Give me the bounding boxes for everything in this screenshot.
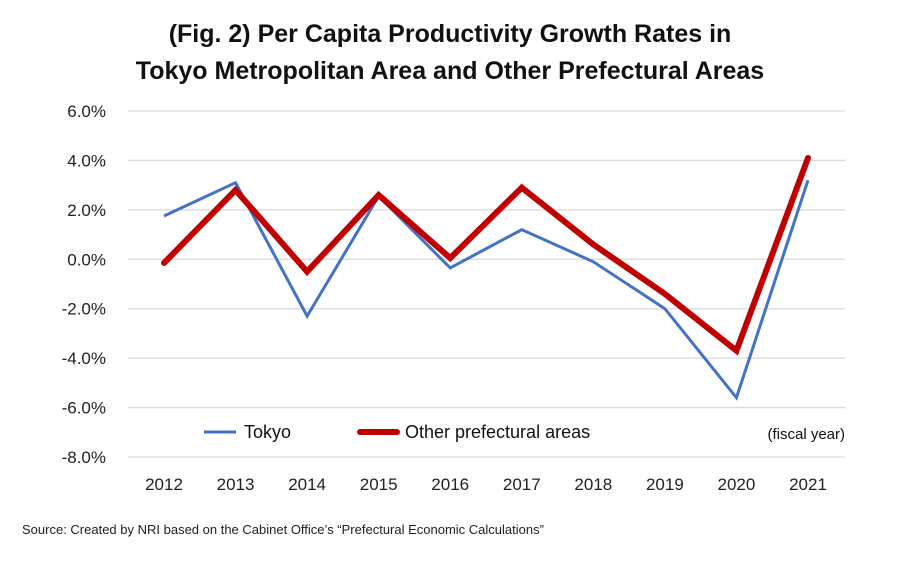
y-tick-label: -4.0%	[62, 349, 106, 368]
x-tick-label: 2021	[789, 475, 827, 494]
series-line-tokyo	[163, 179, 810, 401]
legend: Tokyo Other prefectural areas	[204, 422, 590, 442]
y-tick-label: 2.0%	[67, 201, 106, 220]
x-tick-label: 2015	[360, 475, 398, 494]
x-tick-label: 2014	[288, 475, 326, 494]
source-note: Source: Created by NRI based on the Cabi…	[22, 522, 544, 537]
x-tick-label: 2020	[718, 475, 756, 494]
legend-label-other: Other prefectural areas	[405, 422, 590, 442]
y-tick-label: 6.0%	[67, 102, 106, 121]
x-tick-label: 2013	[217, 475, 255, 494]
chart-title-line-2: Tokyo Metropolitan Area and Other Prefec…	[135, 57, 765, 85]
x-axis-label: (fiscal year)	[767, 426, 845, 443]
gridlines	[128, 110, 845, 458]
x-tick-label: 2017	[503, 475, 541, 494]
x-tick-label: 2018	[574, 475, 612, 494]
y-tick-label: -6.0%	[62, 399, 106, 418]
y-tick-label: 4.0%	[67, 151, 106, 170]
y-tick-label: 0.0%	[67, 250, 106, 269]
y-tick-label: -8.0%	[62, 448, 106, 467]
x-axis-ticks: 2012 2013 2014 2015 2016 2017 2018 2019 2020 2021	[145, 475, 827, 494]
series-line-other-prefectural-areas	[161, 154, 811, 356]
series-lines	[161, 154, 811, 401]
y-axis-ticks: 6.0% 4.0% 2.0% 0.0% -2.0% -4.0% -6.0% -8.0%	[62, 102, 106, 467]
legend-label-tokyo: Tokyo	[244, 422, 291, 442]
y-tick-label: -2.0%	[62, 300, 106, 319]
x-tick-label: 2016	[431, 475, 469, 494]
x-tick-label: 2012	[145, 475, 183, 494]
x-tick-label: 2019	[646, 475, 684, 494]
chart-title-line-1: (Fig. 2) Per Capita Productivity Growth …	[168, 20, 732, 48]
chart-title: (Fig. 2) Per Capita Productivity Growth …	[0, 16, 900, 90]
